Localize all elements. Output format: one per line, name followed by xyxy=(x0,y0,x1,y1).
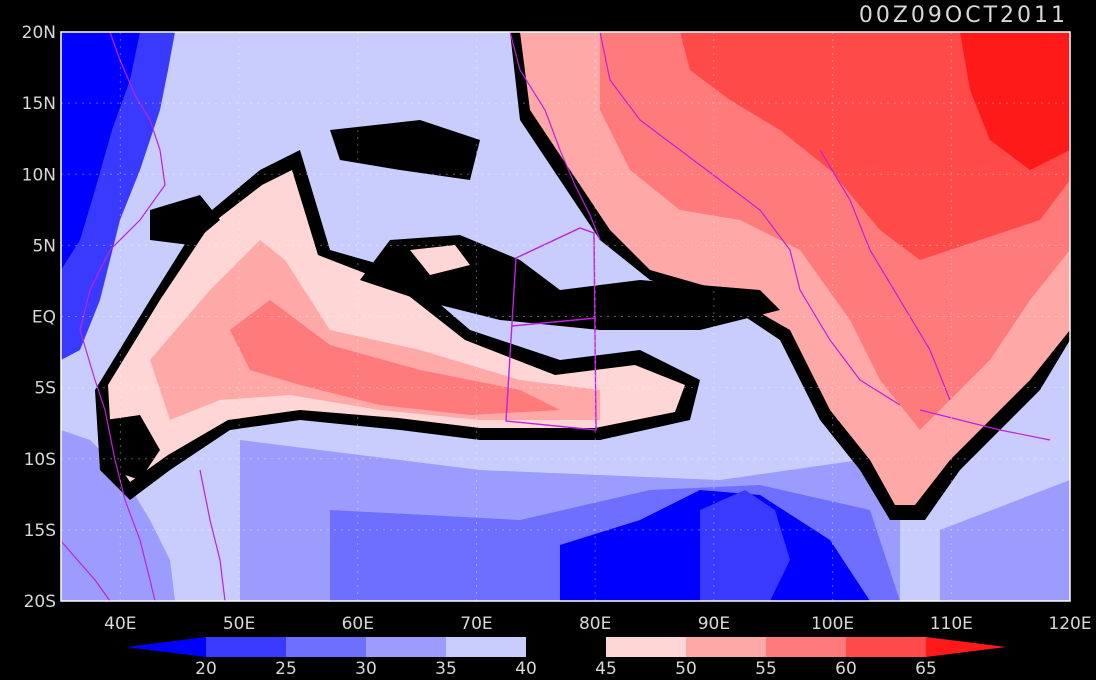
lat-tick-label: 10S xyxy=(24,450,56,470)
longitude-labels: 40E 50E 60E 70E 80E 90E 100E 110E 120E xyxy=(104,614,1091,634)
lat-tick-label: 10N xyxy=(22,165,56,185)
map-border xyxy=(60,31,1071,602)
colorbar-label: 40 xyxy=(515,659,537,679)
lat-tick-label: EQ xyxy=(32,308,56,328)
colorbar-swatch xyxy=(846,637,926,657)
lat-tick-label: 5N xyxy=(32,236,56,256)
lon-tick-label: 40E xyxy=(104,614,136,634)
colorbar-swatch xyxy=(606,637,686,657)
colorbar-swatch xyxy=(286,637,366,657)
timestamp-label: 00Z09OCT2011 xyxy=(859,3,1068,28)
colorbar-label: 50 xyxy=(675,659,697,679)
colorbar-swatch xyxy=(206,637,286,657)
colorbar-label: 30 xyxy=(355,659,377,679)
colorbar-label: 55 xyxy=(755,659,777,679)
low-value-regions xyxy=(61,32,1070,601)
colorbar-swatch xyxy=(926,637,1006,657)
colorbar-label: 45 xyxy=(595,659,617,679)
colorbar-labels: 20 25 30 35 40 45 50 55 60 65 xyxy=(195,659,937,679)
grid-lines xyxy=(61,32,1070,601)
colorbar-swatch xyxy=(686,637,766,657)
analysis-box xyxy=(505,227,597,431)
colorbar-label: 65 xyxy=(915,659,937,679)
lon-tick-label: 100E xyxy=(811,614,854,634)
map-panel xyxy=(61,32,1070,601)
colorbar-label: 60 xyxy=(835,659,857,679)
lat-tick-label: 5S xyxy=(34,379,56,399)
lat-tick-label: 20S xyxy=(24,592,56,612)
colorbar-swatch xyxy=(526,637,606,657)
colorbar xyxy=(126,637,1006,657)
colorbar-swatch xyxy=(126,637,206,657)
lat-tick-label: 20N xyxy=(22,23,56,43)
colorbar-label: 25 xyxy=(275,659,297,679)
colorbar-label: 20 xyxy=(195,659,217,679)
colorbar-swatch xyxy=(446,637,526,657)
latitude-labels: 20N 15N 10N 5N EQ 5S 10S 15S 20S xyxy=(22,23,56,612)
coastline-lines xyxy=(61,32,1051,601)
high-value-regions xyxy=(95,32,1070,520)
lon-tick-label: 60E xyxy=(342,614,374,634)
lon-tick-label: 110E xyxy=(930,614,973,634)
lat-tick-label: 15N xyxy=(22,94,56,114)
colorbar-label: 35 xyxy=(435,659,457,679)
lat-tick-label: 15S xyxy=(24,521,56,541)
lon-tick-label: 120E xyxy=(1048,614,1091,634)
lon-tick-label: 80E xyxy=(579,614,611,634)
colorbar-swatch xyxy=(366,637,446,657)
lon-tick-label: 90E xyxy=(698,614,730,634)
colorbar-swatch xyxy=(766,637,846,657)
lon-tick-label: 70E xyxy=(460,614,492,634)
lon-tick-label: 50E xyxy=(223,614,255,634)
